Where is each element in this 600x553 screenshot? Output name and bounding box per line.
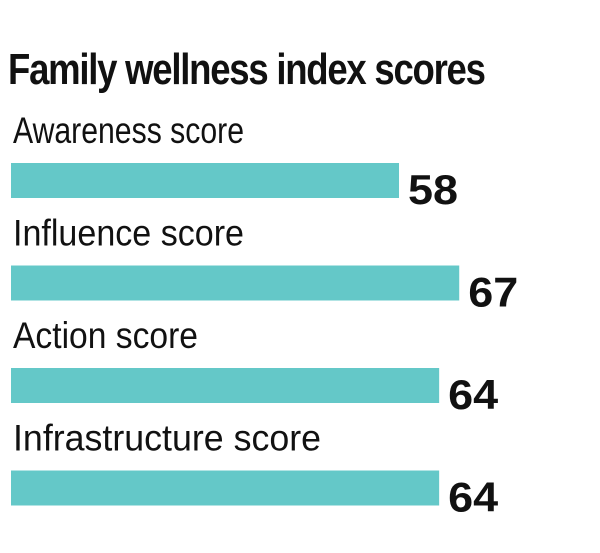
category-label-influence-score: Influence score: [13, 213, 244, 254]
bar-infrastructure-score: [11, 470, 440, 506]
value-label-action-score: 64: [448, 371, 499, 418]
category-label-infrastructure-score: Infrastructure score: [13, 418, 321, 459]
category-label-awareness-score: Awareness score: [13, 110, 244, 151]
chart-title: Family wellness index scores: [8, 45, 486, 94]
bar-awareness-score: [11, 163, 400, 198]
bar-action-score: [11, 368, 440, 403]
value-label-infrastructure-score: 64: [448, 474, 499, 521]
value-label-influence-score: 67: [468, 269, 518, 316]
bar-influence-score: [11, 265, 460, 301]
value-label-awareness-score: 58: [408, 166, 458, 213]
category-label-action-score: Action score: [13, 315, 198, 356]
